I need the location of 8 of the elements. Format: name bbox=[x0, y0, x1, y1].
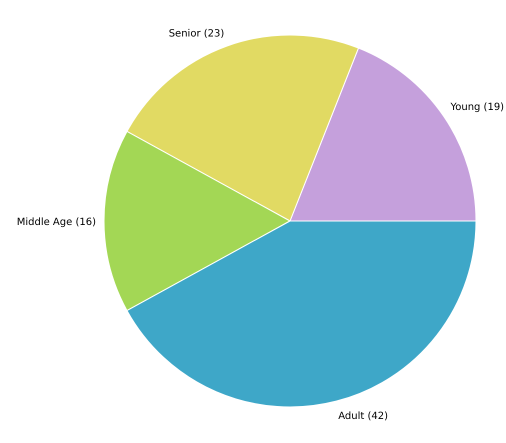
slice-label: Adult bbox=[338, 410, 364, 422]
slice-label: Middle Age bbox=[16, 217, 72, 228]
data-label: (16) bbox=[72, 217, 96, 228]
data-label: (42) bbox=[364, 410, 388, 422]
slice-label: Young bbox=[449, 102, 480, 113]
slice-label: Senior bbox=[168, 28, 202, 40]
data-label: (23) bbox=[200, 28, 224, 40]
data-label: (19) bbox=[480, 102, 504, 113]
